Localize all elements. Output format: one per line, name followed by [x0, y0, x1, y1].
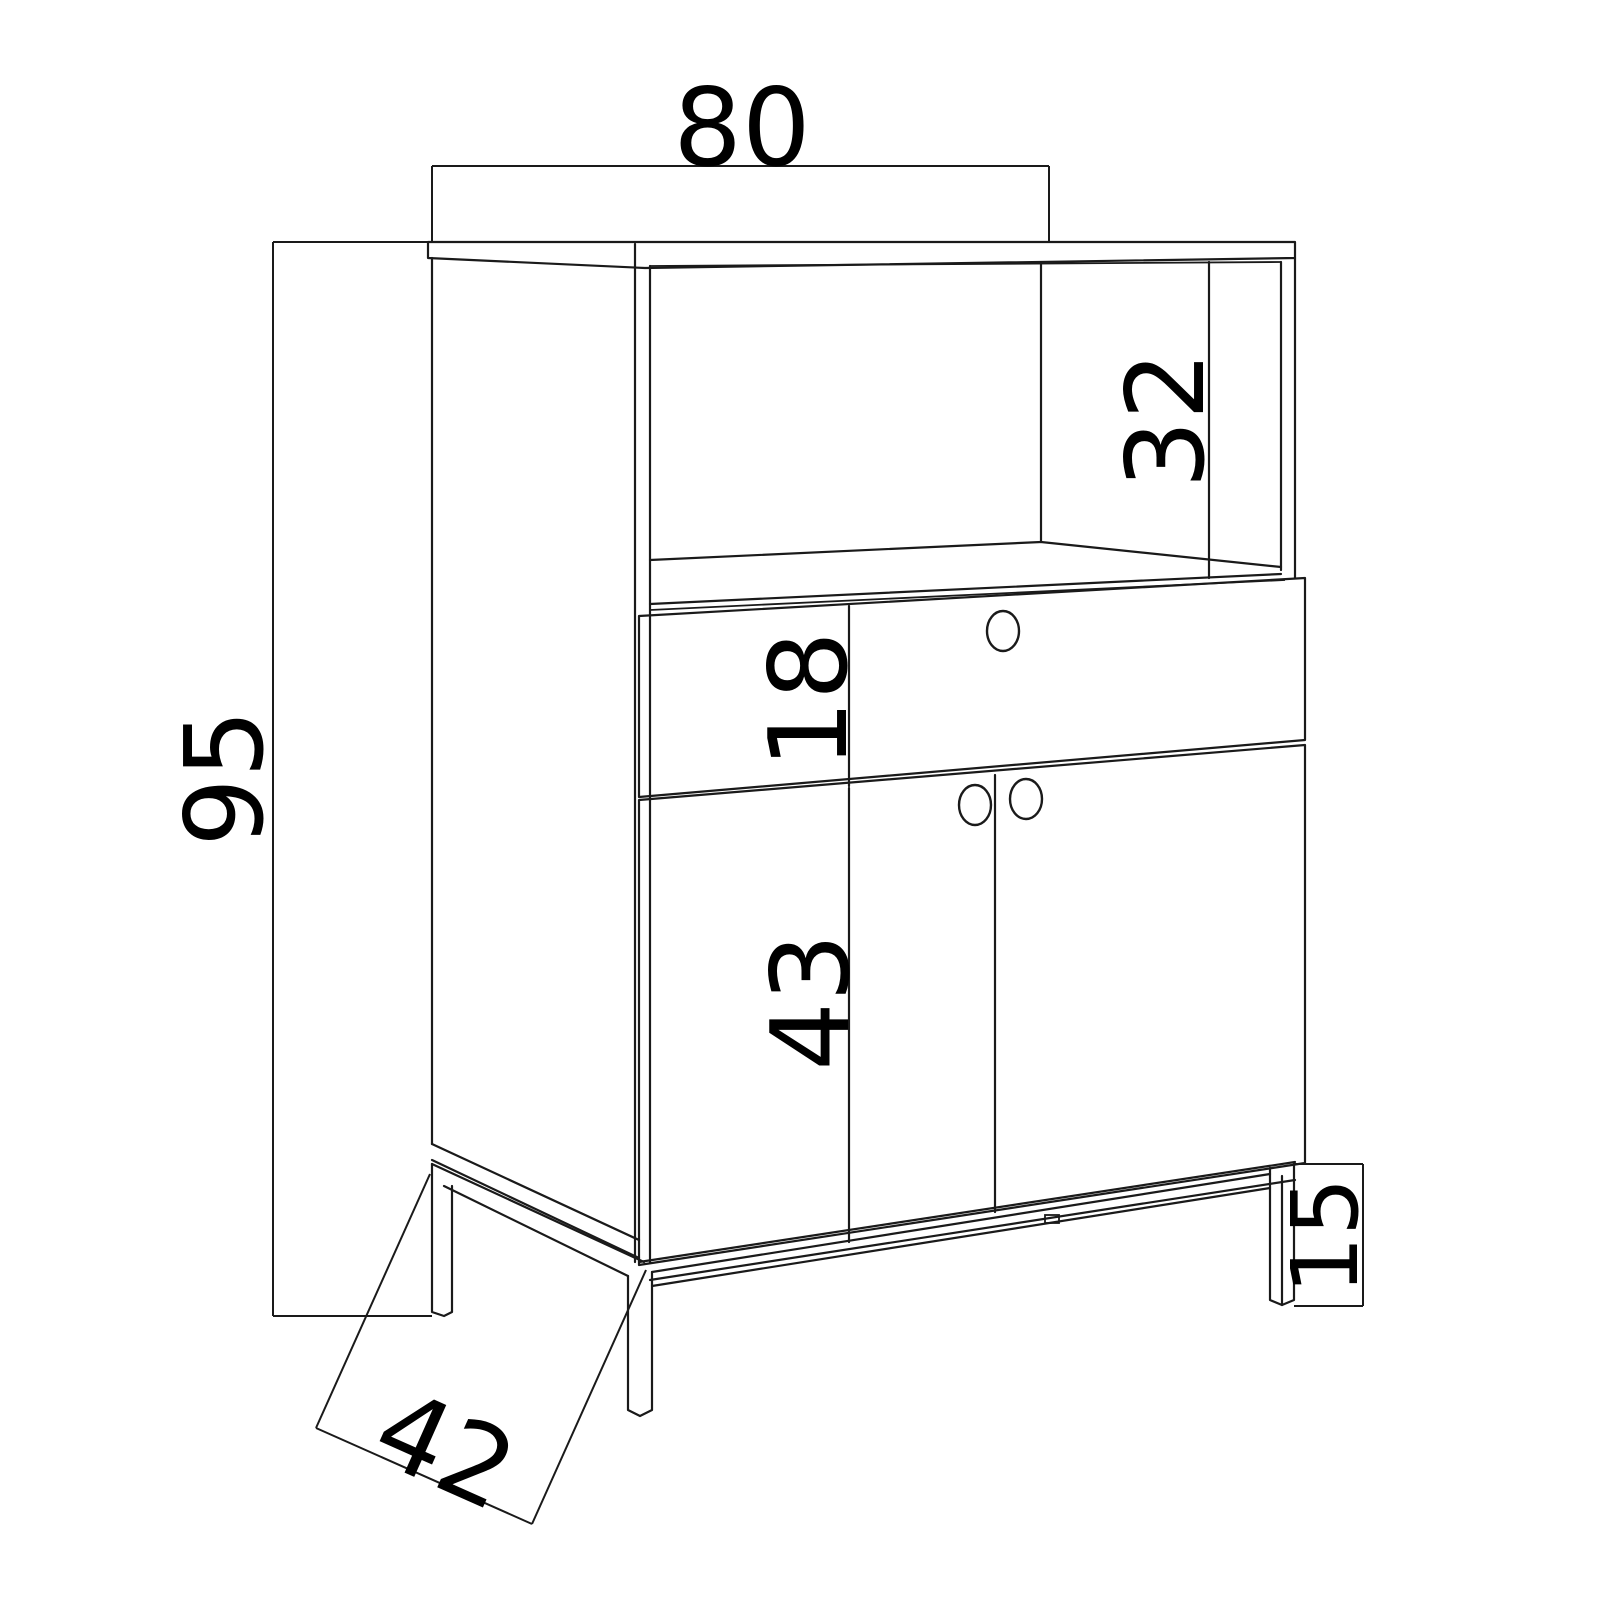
drawer-height-label: 18	[747, 631, 872, 768]
cabinet-outline	[426, 240, 1307, 1282]
left-door-knob[interactable]	[957, 783, 993, 827]
door-height-label: 43	[749, 933, 874, 1070]
depth-label: 42	[357, 1366, 533, 1536]
dimension-lines	[272, 165, 1364, 1525]
top-panel	[426, 240, 1297, 270]
width-label: 80	[673, 66, 810, 191]
leg-frame	[430, 1162, 1296, 1418]
right-door-knob[interactable]	[1008, 777, 1044, 821]
open-shelf-height-label: 32	[1104, 351, 1229, 488]
leg-height-label: 15	[1272, 1177, 1379, 1294]
total-height-label: 95	[163, 709, 288, 846]
drawer-knob[interactable]	[985, 609, 1021, 653]
drawer-front[interactable]	[637, 576, 1307, 799]
